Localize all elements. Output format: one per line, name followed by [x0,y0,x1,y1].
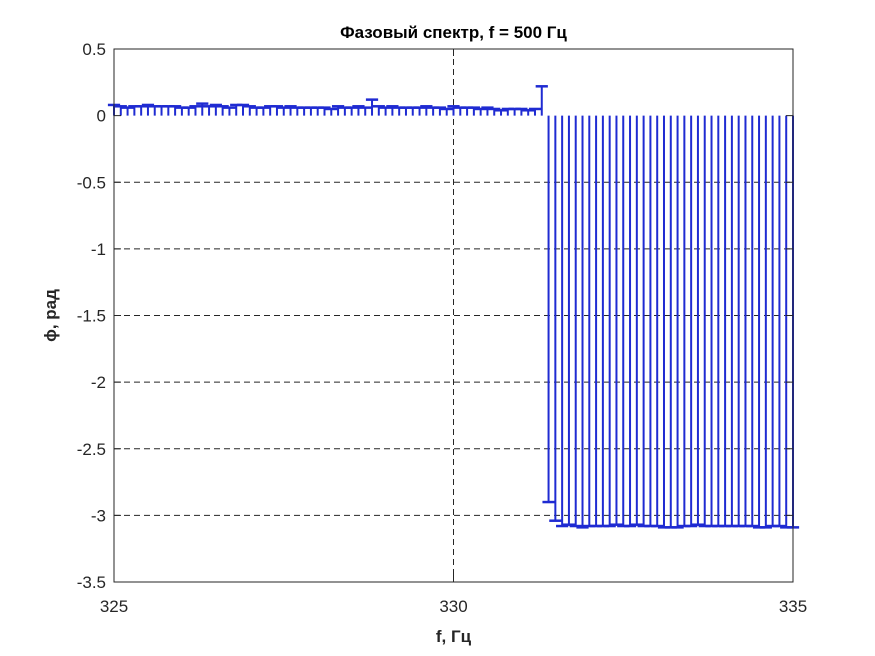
y-tick-label: -1 [91,240,106,259]
y-tick-label: -3.5 [77,573,106,592]
y-tick-label: 0 [97,107,106,126]
y-axis-label: ϕ, рад [41,289,60,342]
stems-layer [107,85,800,529]
x-tick-label: 325 [100,597,128,616]
y-tick-label: -3 [91,506,106,525]
x-tick-label: 330 [439,597,467,616]
chart-title: Фазовый спектр, f = 500 Гц [340,23,567,42]
y-tick-label: 0.5 [82,40,106,59]
x-tick-label: 335 [779,597,807,616]
y-tick-label: -2.5 [77,440,106,459]
y-tick-label: -1.5 [77,307,106,326]
y-tick-label: -2 [91,373,106,392]
ticks-layer: 325 330 335 0.5 0 -0.5 -1 -1.5 -2 -2.5 -3 -3.5 [77,40,807,616]
y-tick-label: -0.5 [77,173,106,192]
x-axis-label: f, Гц [436,627,472,646]
